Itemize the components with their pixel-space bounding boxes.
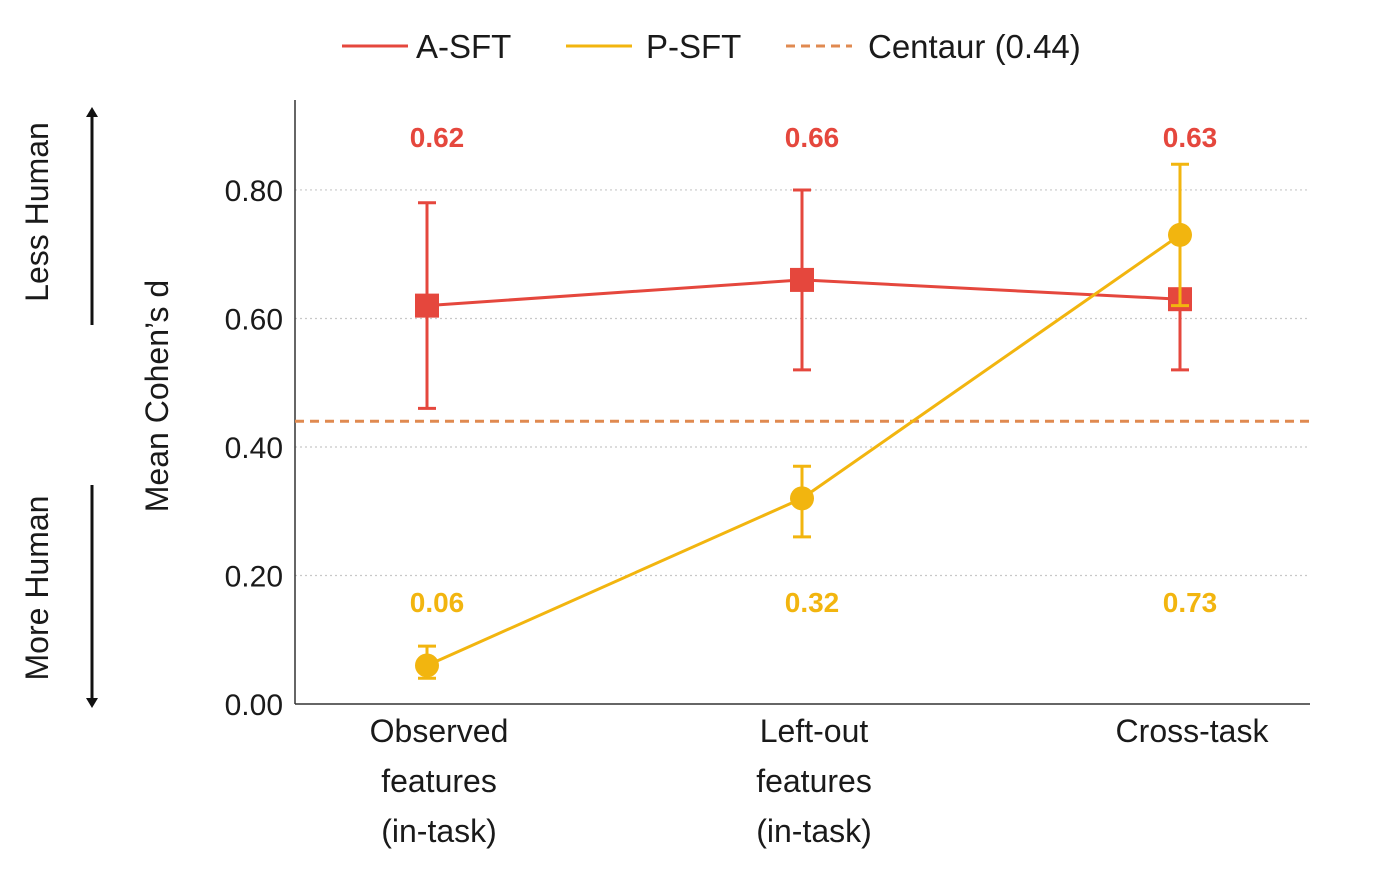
data-labels: 0.62 0.66 0.63 0.06 0.32 0.73 <box>410 122 1218 618</box>
y-tick-label: 0.40 <box>225 432 283 465</box>
a-sft-data-label: 0.66 <box>785 122 840 153</box>
side-annotations: Less Human More Human <box>19 107 98 708</box>
y-tick-label: 0.80 <box>225 175 283 208</box>
x-category-label: Cross-task <box>1116 713 1270 749</box>
series <box>415 162 1192 680</box>
legend-label-p-sft: P-SFT <box>646 28 741 65</box>
legend: A-SFT P-SFT Centaur (0.44) <box>342 28 1081 65</box>
legend-label-a-sft: A-SFT <box>416 28 511 65</box>
more-human-label: More Human <box>19 496 55 681</box>
a-sft-point <box>415 293 439 318</box>
x-category-label: Observed features (in-task) <box>370 713 509 849</box>
y-tick-label: 0.60 <box>225 303 283 336</box>
y-axis-title: Mean Cohen’s d <box>139 280 175 512</box>
y-tick-label: 0.20 <box>225 560 283 593</box>
a-sft-data-label: 0.63 <box>1163 122 1218 153</box>
p-sft-data-label: 0.06 <box>410 587 465 618</box>
legend-label-centaur: Centaur (0.44) <box>868 28 1081 65</box>
p-sft-point <box>1168 222 1192 247</box>
p-sft-point <box>790 486 814 511</box>
a-sft-point <box>790 267 814 292</box>
grid <box>295 189 1310 577</box>
p-sft-point <box>415 653 439 678</box>
x-category-labels: Observed features (in-task) Left-out feature… <box>370 713 1270 849</box>
less-human-label: Less Human <box>19 122 55 302</box>
x-category-label: Left-out features (in-task) <box>756 713 872 849</box>
axes: 0.00 0.20 0.40 0.60 0.80 <box>225 100 1310 722</box>
a-sft-data-label: 0.62 <box>410 122 465 153</box>
y-tick-label: 0.00 <box>225 689 283 722</box>
p-sft-data-label: 0.32 <box>785 587 840 618</box>
p-sft-data-label: 0.73 <box>1163 587 1218 618</box>
